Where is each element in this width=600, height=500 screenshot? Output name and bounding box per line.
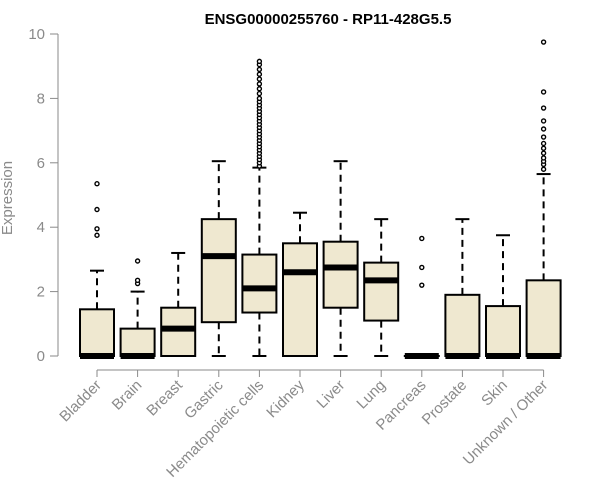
y-tick-label: 6 — [37, 155, 45, 172]
outlier-point — [419, 264, 425, 271]
outlier-point — [94, 226, 100, 232]
box-rect — [525, 279, 562, 357]
x-tick-label: Bladder — [56, 377, 105, 426]
x-tick-label: Lung — [353, 377, 389, 413]
outlier-point — [256, 71, 263, 77]
outlier-point — [540, 39, 547, 45]
y-axis-label: Expression — [0, 161, 16, 235]
box-rect — [444, 293, 481, 358]
outlier-point — [540, 118, 547, 124]
box-rect — [160, 306, 197, 358]
box-rect — [119, 327, 156, 358]
outlier-point — [540, 166, 547, 172]
outlier-point — [540, 155, 547, 161]
box-kidney — [282, 211, 318, 357]
outlier-point — [256, 58, 263, 65]
box-prostate — [444, 218, 481, 359]
box-rect — [485, 305, 521, 357]
y-tick-label: 10 — [28, 26, 45, 43]
outlier-point — [256, 66, 263, 73]
box-skin — [485, 234, 521, 359]
x-tick-label: Brain — [109, 377, 146, 414]
box-rect — [363, 261, 400, 322]
box-pancreas — [403, 235, 440, 359]
outlier-point — [134, 277, 141, 284]
y-tick-label: 0 — [37, 348, 45, 365]
box-liver — [322, 160, 359, 357]
chart-title: ENSG00000255760 - RP11-428G5.5 — [205, 11, 452, 28]
x-tick-label: Breast — [143, 376, 186, 419]
outlier-point — [134, 258, 141, 264]
outlier-point — [540, 134, 547, 140]
outlier-point — [419, 282, 425, 288]
box-rect — [282, 242, 318, 357]
outlier-point — [94, 232, 100, 238]
outlier-point — [419, 235, 425, 242]
outlier-point — [256, 95, 263, 102]
outlier-point — [256, 86, 263, 92]
y-tick-label: 2 — [37, 284, 45, 301]
box-rect — [200, 218, 237, 324]
boxes-group — [79, 39, 562, 359]
outlier-point — [540, 145, 547, 152]
box-hematopoietic-cells — [241, 58, 278, 357]
y-tick-label: 4 — [37, 219, 45, 236]
outlier-point — [94, 181, 100, 187]
outlier-point — [540, 105, 547, 111]
box-breast — [160, 251, 197, 358]
box-rect — [322, 240, 359, 309]
outlier-point — [540, 126, 547, 132]
outlier-point — [256, 76, 263, 82]
box-brain — [119, 258, 156, 359]
x-tick-label: Kidney — [263, 376, 308, 421]
box-unknown-other — [525, 39, 562, 359]
outlier-point — [256, 90, 263, 97]
x-tick-label: Skin — [478, 377, 511, 410]
outlier-point — [540, 89, 547, 95]
outlier-point — [256, 81, 263, 87]
y-tick-label: 8 — [37, 90, 45, 107]
outlier-point — [540, 140, 547, 147]
box-bladder — [79, 181, 115, 359]
outlier-point — [94, 206, 100, 213]
box-rect — [241, 253, 278, 314]
box-rect — [79, 308, 115, 357]
box-gastric — [200, 160, 237, 357]
x-tick-label: Prostate — [419, 377, 471, 429]
x-tick-label: Liver — [313, 377, 348, 412]
outlier-point — [540, 150, 547, 156]
box-lung — [363, 218, 400, 357]
